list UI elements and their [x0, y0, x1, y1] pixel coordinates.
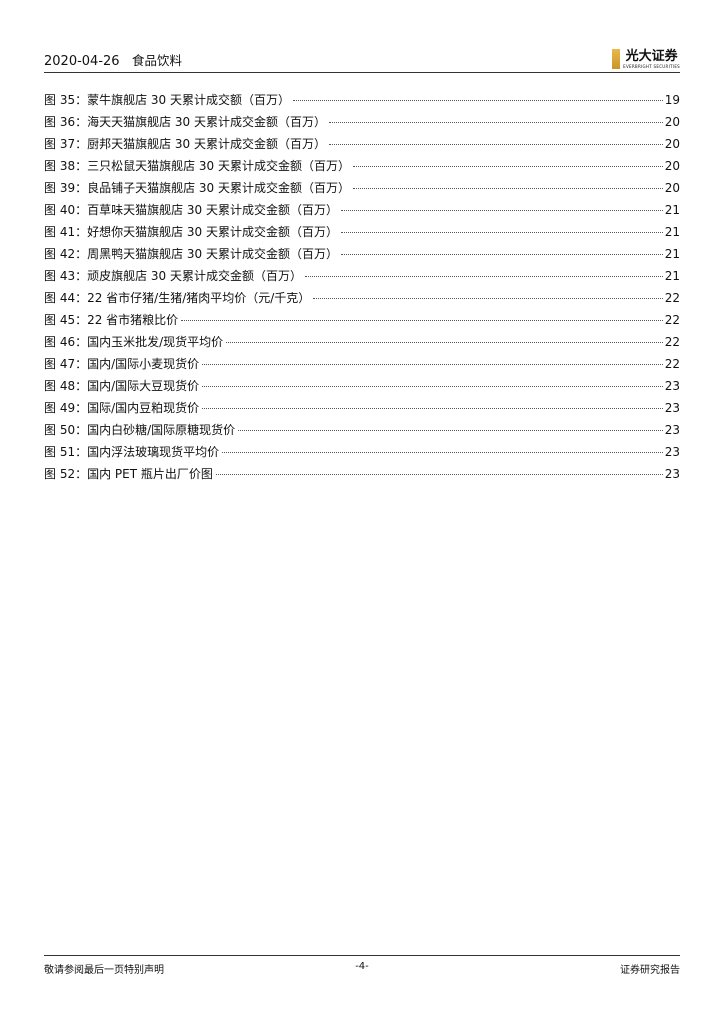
toc-entry-label: 图 41：好想你天猫旗舰店 30 天累计成交金额（百万） [44, 225, 338, 239]
toc-entry-page: 21 [664, 269, 680, 283]
toc-entry-label: 图 43：顽皮旗舰店 30 天累计成交金额（百万） [44, 269, 302, 283]
dot-leader [202, 408, 663, 409]
toc-entry-page: 23 [664, 379, 680, 393]
dot-leader [202, 364, 663, 365]
toc-entry-label: 图 35：蒙牛旗舰店 30 天累计成交额（百万） [44, 93, 290, 107]
toc-entry-label: 图 39：良品铺子天猫旗舰店 30 天累计成交金额（百万） [44, 181, 350, 195]
toc-entry-page: 23 [664, 467, 680, 481]
toc-entry-page: 22 [664, 335, 680, 349]
toc-entry[interactable]: 图 38：三只松鼠天猫旗舰店 30 天累计成交金额（百万） 20 [44, 157, 680, 179]
dot-leader [226, 342, 663, 343]
toc-entry[interactable]: 图 51：国内浮法玻璃现货平均价 23 [44, 443, 680, 465]
page-header: 2020-04-26 食品饮料 光大证券 EVERBRIGHT SECURITI… [44, 44, 680, 73]
toc-entry-label: 图 51：国内浮法玻璃现货平均价 [44, 445, 220, 459]
toc-entry-page: 23 [664, 423, 680, 437]
toc-entry-page: 22 [664, 357, 680, 371]
report-type: 证券研究报告 [620, 965, 680, 976]
logo-mark-icon [612, 49, 621, 69]
toc-entry-label: 图 45：22 省市猪粮比价 [44, 313, 179, 327]
toc-entry[interactable]: 图 45：22 省市猪粮比价 22 [44, 311, 680, 333]
toc-entry-page: 21 [664, 203, 680, 217]
toc-entry-page: 21 [664, 225, 680, 239]
toc-entry-page: 23 [664, 445, 680, 459]
toc-entry[interactable]: 图 46：国内玉米批发/现货平均价 22 [44, 333, 680, 355]
industry-name: 食品饮料 [132, 53, 183, 68]
dot-leader [202, 386, 663, 387]
dot-leader [181, 320, 663, 321]
toc-entry-page: 22 [664, 291, 680, 305]
toc-entry-label: 图 36：海天天猫旗舰店 30 天累计成交金额（百万） [44, 115, 326, 129]
dot-leader [340, 254, 663, 255]
toc-entry-label: 图 47：国内/国际小麦现货价 [44, 357, 200, 371]
toc-entry-page: 22 [664, 313, 680, 327]
toc-entry-page: 20 [664, 159, 680, 173]
toc-entry[interactable]: 图 52：国内 PET 瓶片出厂价图 23 [44, 465, 680, 487]
company-logo: 光大证券 EVERBRIGHT SECURITIES [612, 49, 680, 69]
dot-leader [353, 188, 663, 189]
toc-entry-label: 图 52：国内 PET 瓶片出厂价图 [44, 467, 213, 481]
toc-entry-label: 图 48：国内/国际大豆现货价 [44, 379, 200, 393]
dot-leader [215, 474, 663, 475]
dot-leader [340, 232, 663, 233]
toc-entry-label: 图 46：国内玉米批发/现货平均价 [44, 335, 224, 349]
toc-entry-label: 图 44：22 省市仔猪/生猪/猪肉平均价（元/千克） [44, 291, 311, 305]
dot-leader [313, 298, 663, 299]
dot-leader [353, 166, 663, 167]
toc-entry-page: 20 [664, 181, 680, 195]
dot-leader [222, 452, 663, 453]
toc-entry[interactable]: 图 40：百草味天猫旗舰店 30 天累计成交金额（百万） 21 [44, 201, 680, 223]
dot-leader [304, 276, 663, 277]
toc-entry-label: 图 42：周黑鸭天猫旗舰店 30 天累计成交金额（百万） [44, 247, 338, 261]
toc-entry[interactable]: 图 43：顽皮旗舰店 30 天累计成交金额（百万） 21 [44, 267, 680, 289]
toc-entry-label: 图 40：百草味天猫旗舰店 30 天累计成交金额（百万） [44, 203, 338, 217]
dot-leader [328, 144, 663, 145]
toc-entry-page: 23 [664, 401, 680, 415]
toc-entry[interactable]: 图 44：22 省市仔猪/生猪/猪肉平均价（元/千克） 22 [44, 289, 680, 311]
toc-entry[interactable]: 图 39：良品铺子天猫旗舰店 30 天累计成交金额（百万） 20 [44, 179, 680, 201]
dot-leader [238, 430, 663, 431]
logo-en: EVERBRIGHT SECURITIES [623, 64, 680, 69]
toc-entry-label: 图 37：厨邦天猫旗舰店 30 天累计成交金额（百万） [44, 137, 326, 151]
toc-entry-label: 图 49：国际/国内豆粕现货价 [44, 401, 200, 415]
toc-entry[interactable]: 图 47：国内/国际小麦现货价 22 [44, 355, 680, 377]
dot-leader [328, 122, 663, 123]
toc-entry-page: 21 [664, 247, 680, 261]
toc-entry-label: 图 50：国内白砂糖/国际原糖现货价 [44, 423, 236, 437]
disclaimer-note: 敬请参阅最后一页特别声明 [44, 965, 164, 976]
page-footer: 敬请参阅最后一页特别声明 -4- 证券研究报告 [44, 955, 680, 976]
toc-entry[interactable]: 图 35：蒙牛旗舰店 30 天累计成交额（百万） 19 [44, 91, 680, 113]
toc-entry[interactable]: 图 41：好想你天猫旗舰店 30 天累计成交金额（百万） 21 [44, 223, 680, 245]
dot-leader [340, 210, 663, 211]
page-number: -4- [355, 961, 369, 972]
toc-entry-page: 20 [664, 137, 680, 151]
toc-entry[interactable]: 图 49：国际/国内豆粕现货价 23 [44, 399, 680, 421]
toc-entry-label: 图 38：三只松鼠天猫旗舰店 30 天累计成交金额（百万） [44, 159, 350, 173]
report-date: 2020-04-26 [44, 54, 120, 69]
toc-entry-page: 20 [664, 115, 680, 129]
toc-entry[interactable]: 图 42：周黑鸭天猫旗舰店 30 天累计成交金额（百万） 21 [44, 245, 680, 267]
toc-entry[interactable]: 图 50：国内白砂糖/国际原糖现货价 23 [44, 421, 680, 443]
toc-entry[interactable]: 图 48：国内/国际大豆现货价 23 [44, 377, 680, 399]
dot-leader [292, 100, 663, 101]
toc-entry[interactable]: 图 36：海天天猫旗舰店 30 天累计成交金额（百万） 20 [44, 113, 680, 135]
figure-list: 图 35：蒙牛旗舰店 30 天累计成交额（百万） 19 图 36：海天天猫旗舰店 3… [44, 91, 680, 487]
toc-entry-page: 19 [664, 93, 680, 107]
toc-entry[interactable]: 图 37：厨邦天猫旗舰店 30 天累计成交金额（百万） 20 [44, 135, 680, 157]
logo-cn: 光大证券 [625, 49, 678, 64]
